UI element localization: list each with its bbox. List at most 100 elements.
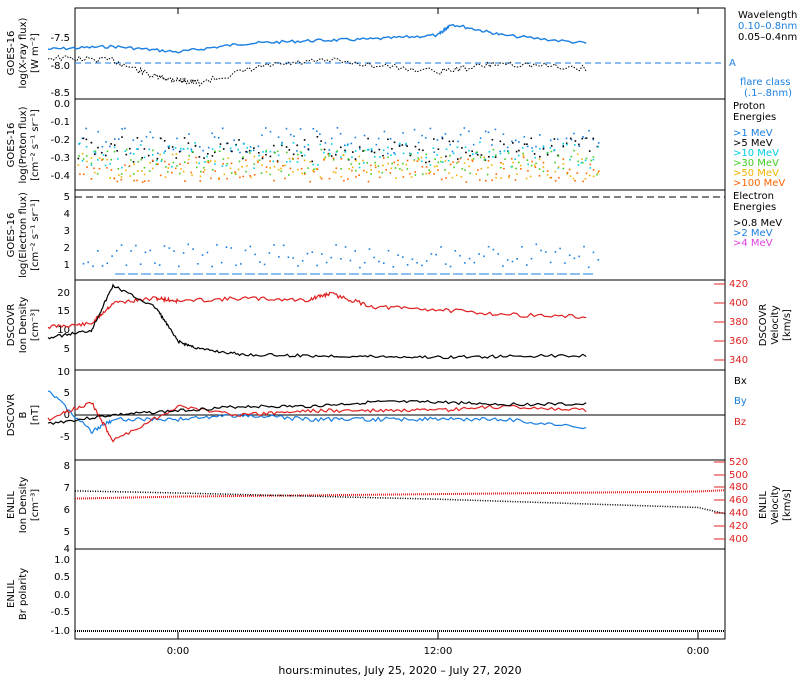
proton-dot [366,149,369,151]
ytick-enlil-velocity-4: 460 [729,495,748,506]
electron-dot [311,251,314,253]
proton-dot [479,141,481,144]
proton-dot [97,130,99,133]
proton-dot [243,143,245,145]
ytick-br-4: -0.5 [50,607,70,618]
proton-dot [211,155,214,157]
proton-dot [562,158,565,160]
proton-dot [218,178,220,180]
proton-dot [218,150,221,152]
electron-dot [106,262,109,265]
proton-dot [465,181,468,183]
electron-dot [278,256,280,258]
proton-dot [418,158,420,161]
proton-dot [553,149,556,151]
proton-dot [186,147,189,150]
proton-dot [225,164,228,167]
proton-dot [160,160,163,162]
proton-dot [379,156,381,158]
legend-proton-10mev: >10 MeV [733,148,779,159]
proton-dot [323,159,325,161]
proton-dot [355,176,357,178]
proton-dot [378,176,381,179]
proton-dot [274,152,276,154]
proton-dot [101,159,103,161]
electron-dot [192,248,194,250]
electron-dot [430,253,433,255]
proton-dot [113,146,116,149]
proton-dot [129,152,132,155]
proton-dot [172,161,175,164]
proton-dot [393,161,396,164]
electron-dot [459,254,461,257]
proton-dot [535,145,537,148]
proton-dot [328,177,331,180]
electron-dot [206,251,209,254]
proton-dot [93,150,95,153]
ytick-b-3: 0 [64,410,70,421]
ylabel-dscovr-velocity-2: Velocity [770,305,781,344]
proton-dot [460,156,462,159]
electron-dot [378,260,380,263]
electron-dot [306,252,309,255]
ylabel-enlil-density-2: Ion Density [18,477,29,534]
proton-dot [198,156,201,158]
proton-dot [179,150,182,152]
proton-dot [463,162,466,164]
ytick-proton-2: -0.1 [50,117,70,128]
electron-dot [587,266,590,269]
proton-dot [592,156,595,158]
electron-dot [373,256,375,259]
proton-dot [188,155,190,157]
proton-dot [81,152,84,155]
proton-dot [157,152,159,155]
proton-dot [292,171,294,173]
proton-dot [187,158,190,161]
proton-dot [214,151,216,154]
ylabel-xray-1: GOES-16 [6,31,17,76]
proton-dot [457,160,460,163]
x-tick-2: 12:00 [424,646,453,657]
electron-dot [383,262,385,264]
proton-dot [534,156,537,159]
ytick-velocity-1: 420 [729,279,748,290]
proton-dot [297,157,299,160]
electron-dot [211,265,213,268]
proton-dot [401,144,404,146]
proton-dot [184,161,186,163]
ylabel-enlil-density-1: ENLIL [6,491,17,519]
proton-dot [486,173,489,176]
proton-dot [456,162,458,164]
proton-dot [421,134,423,137]
proton-dot [211,148,214,150]
proton-dot [303,154,306,157]
proton-dot [463,127,466,129]
proton-dot [316,168,319,171]
proton-dot [313,168,315,171]
proton-dot [125,153,128,156]
proton-dot [459,133,462,136]
proton-dot [377,137,380,140]
proton-dot [437,161,440,164]
legend-proton-100mev: >100 MeV [733,178,785,189]
proton-dot [441,136,443,138]
proton-dot [261,134,263,137]
proton-dot [171,171,173,174]
proton-dot [449,143,451,146]
ylabel-enlil-velocity-3: [km/s] [782,489,793,521]
proton-dot [598,170,600,173]
proton-dot [584,159,587,162]
proton-dot [230,150,232,152]
proton-dot [409,154,412,157]
proton-dot [176,165,178,167]
proton-dot [296,153,299,156]
ylabel-dscovr-velocity-3: [km/s] [782,309,793,341]
proton-dot [152,136,154,139]
proton-dot [494,156,497,158]
proton-dot [588,174,591,177]
proton-dot [535,162,537,165]
proton-dot [570,138,573,141]
proton-dot [167,145,170,148]
proton-dot [592,137,595,140]
proton-dot [406,159,409,162]
